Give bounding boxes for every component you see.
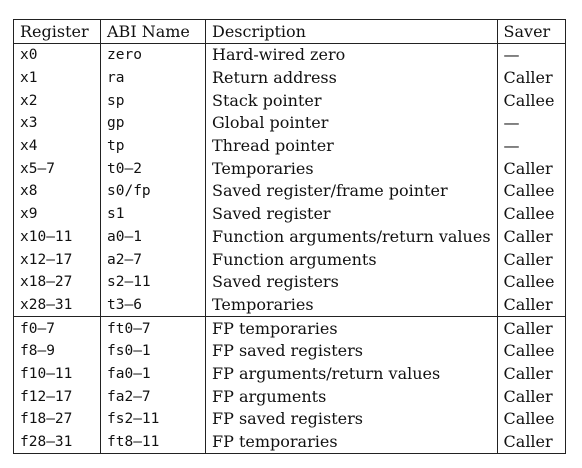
- table-row: x10–11 a0–1 Function arguments/return valu…: [13, 225, 566, 249]
- description-cell: FP saved registers: [205, 339, 498, 363]
- table-row: x28–31 t3–6 Temporaries Caller: [13, 293, 566, 317]
- saver-cell: Callee: [496, 202, 566, 226]
- table-row: x0 zero Hard-wired zero —: [13, 43, 566, 67]
- table-row: x12–17 a2–7 Function arguments Caller: [13, 248, 566, 271]
- abi-name-cell: fa0–1: [100, 362, 206, 386]
- saver-cell: Caller: [496, 248, 566, 271]
- abi-name-cell: t3–6: [100, 293, 206, 317]
- abi-name-cell: s0/fp: [100, 180, 206, 203]
- saver-cell: Caller: [496, 157, 566, 181]
- description-cell: Hard-wired zero: [205, 43, 498, 67]
- description-cell: FP temporaries: [205, 316, 498, 340]
- register-cell: x4: [13, 134, 101, 158]
- table-row: x9 s1 Saved register Callee: [13, 202, 566, 226]
- table-row: f12–17 fa2–7 FP arguments Caller: [13, 385, 566, 408]
- abi-name-cell: ft0–7: [100, 316, 206, 340]
- description-cell: Stack pointer: [205, 89, 498, 113]
- header-description: Description: [205, 19, 498, 44]
- description-cell: FP saved registers: [205, 408, 498, 431]
- description-cell: Saved register: [205, 202, 498, 226]
- abi-name-cell: s1: [100, 202, 206, 226]
- saver-cell: Callee: [496, 408, 566, 431]
- description-cell: FP temporaries: [205, 430, 498, 455]
- description-cell: Function arguments: [205, 248, 498, 271]
- saver-cell: —: [496, 43, 566, 67]
- table-body: x0 zero Hard-wired zero — x1 ra Return address…: [13, 43, 566, 455]
- register-cell: x10–11: [13, 225, 101, 249]
- table-row: x3 gp Global pointer —: [13, 112, 566, 135]
- table-row: f28–31 ft8–11 FP temporaries Caller: [13, 430, 566, 455]
- register-cell: f0–7: [13, 316, 101, 340]
- header-row: Register ABI Name Description Saver: [13, 19, 566, 44]
- abi-name-cell: fa2–7: [100, 385, 206, 408]
- saver-cell: —: [496, 134, 566, 158]
- register-cell: x18–27: [13, 270, 101, 294]
- saver-cell: Caller: [496, 293, 566, 317]
- table-row: f0–7 ft0–7 FP temporaries Caller: [13, 316, 566, 340]
- abi-name-cell: ft8–11: [100, 430, 206, 455]
- register-cell: x0: [13, 43, 101, 67]
- table-row: x4 tp Thread pointer —: [13, 134, 566, 158]
- register-cell: f18–27: [13, 408, 101, 431]
- abi-name-cell: fs0–1: [100, 339, 206, 363]
- saver-cell: Callee: [496, 180, 566, 203]
- register-cell: x8: [13, 180, 101, 203]
- register-cell: x9: [13, 202, 101, 226]
- table-row: f18–27 fs2–11 FP saved registers Callee: [13, 408, 566, 431]
- abi-name-cell: a2–7: [100, 248, 206, 271]
- register-cell: x28–31: [13, 293, 101, 317]
- table-row: x2 sp Stack pointer Callee: [13, 89, 566, 113]
- register-cell: x2: [13, 89, 101, 113]
- abi-name-cell: ra: [100, 66, 206, 90]
- saver-cell: Callee: [496, 339, 566, 363]
- saver-cell: Callee: [496, 89, 566, 113]
- saver-cell: Caller: [496, 316, 566, 340]
- table-row: x18–27 s2–11 Saved registers Callee: [13, 270, 566, 294]
- register-cell: x5–7: [13, 157, 101, 181]
- description-cell: Function arguments/return values: [205, 225, 498, 249]
- header-abi-name: ABI Name: [100, 19, 206, 44]
- description-cell: Global pointer: [205, 112, 498, 135]
- register-cell: f10–11: [13, 362, 101, 386]
- abi-name-cell: sp: [100, 89, 206, 113]
- table-row: x8 s0/fp Saved register/frame pointer Calle…: [13, 180, 566, 203]
- saver-cell: Caller: [496, 362, 566, 386]
- abi-name-cell: gp: [100, 112, 206, 135]
- description-cell: Temporaries: [205, 293, 498, 317]
- register-cell: f12–17: [13, 385, 101, 408]
- abi-name-cell: zero: [100, 43, 206, 67]
- saver-cell: Caller: [496, 385, 566, 408]
- register-cell: x3: [13, 112, 101, 135]
- register-cell: f8–9: [13, 339, 101, 363]
- saver-cell: Caller: [496, 225, 566, 249]
- saver-cell: Callee: [496, 270, 566, 294]
- description-cell: FP arguments: [205, 385, 498, 408]
- register-cell: x12–17: [13, 248, 101, 271]
- register-cell: x1: [13, 66, 101, 90]
- description-cell: Temporaries: [205, 157, 498, 181]
- description-cell: Thread pointer: [205, 134, 498, 158]
- abi-name-cell: t0–2: [100, 157, 206, 181]
- abi-name-cell: a0–1: [100, 225, 206, 249]
- table-row: x1 ra Return address Caller: [13, 66, 566, 90]
- saver-cell: Caller: [496, 66, 566, 90]
- register-table: Register ABI Name Description Saver x0 ze…: [13, 19, 566, 455]
- register-cell: f28–31: [13, 430, 101, 455]
- description-cell: FP arguments/return values: [205, 362, 498, 386]
- abi-name-cell: fs2–11: [100, 408, 206, 431]
- saver-cell: Caller: [496, 430, 566, 455]
- abi-name-cell: tp: [100, 134, 206, 158]
- description-cell: Saved register/frame pointer: [205, 180, 498, 203]
- description-cell: Return address: [205, 66, 498, 90]
- table-row: x5–7 t0–2 Temporaries Caller: [13, 157, 566, 181]
- header-register: Register: [13, 19, 101, 44]
- table-row: f10–11 fa0–1 FP arguments/return values Cal…: [13, 362, 566, 386]
- abi-name-cell: s2–11: [100, 270, 206, 294]
- table-row: f8–9 fs0–1 FP saved registers Callee: [13, 339, 566, 363]
- saver-cell: —: [496, 112, 566, 135]
- header-saver: Saver: [496, 19, 566, 44]
- description-cell: Saved registers: [205, 270, 498, 294]
